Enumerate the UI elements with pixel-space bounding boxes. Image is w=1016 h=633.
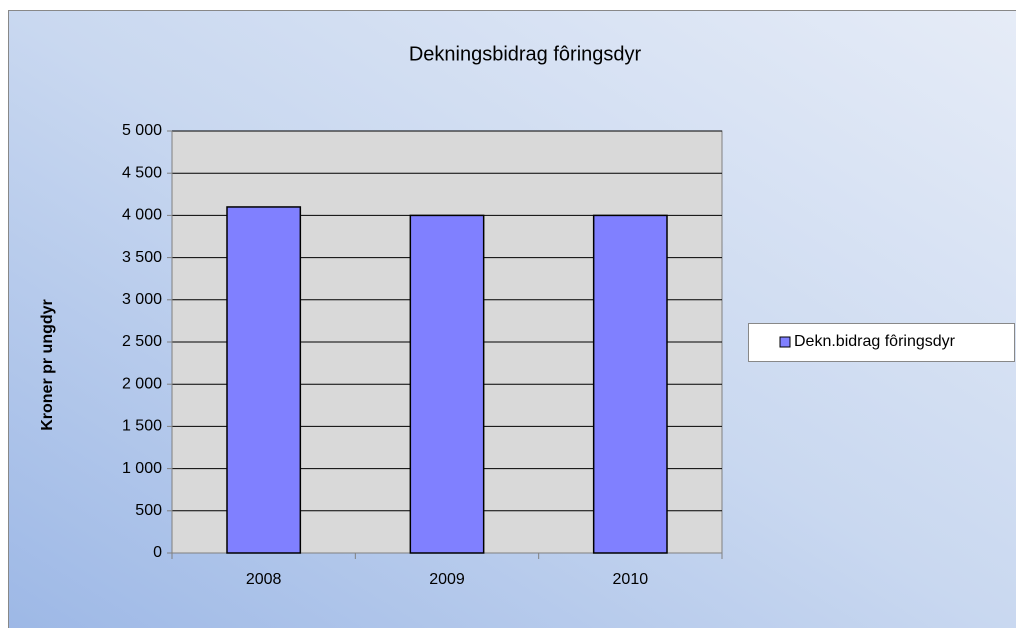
y-tick-label: 4 500 — [122, 164, 162, 181]
y-tick-label: 1 000 — [122, 460, 162, 477]
legend-marker — [780, 337, 790, 347]
y-tick-label: 5 000 — [122, 122, 162, 139]
y-tick-label: 3 000 — [122, 291, 162, 308]
y-tick-label: 0 — [153, 544, 162, 561]
bar — [227, 207, 300, 553]
y-tick-label: 4 000 — [122, 207, 162, 224]
y-tick-label: 2 000 — [122, 375, 162, 392]
chart-title: Dekningsbidrag fôringsdyr — [409, 43, 642, 65]
y-tick-label: 2 500 — [122, 333, 162, 350]
bar — [410, 215, 483, 553]
x-tick-label: 2009 — [429, 571, 465, 588]
bar — [594, 215, 667, 553]
y-axis-label: Kroner pr ungdyr — [39, 299, 56, 431]
y-tick-label: 1 500 — [122, 418, 162, 435]
x-tick-label: 2008 — [246, 571, 282, 588]
legend-label: Dekn.bidrag fôringsdyr — [794, 333, 956, 350]
y-tick-label: 500 — [135, 502, 162, 519]
x-tick-label: 2010 — [613, 571, 649, 588]
y-tick-label: 3 500 — [122, 249, 162, 266]
